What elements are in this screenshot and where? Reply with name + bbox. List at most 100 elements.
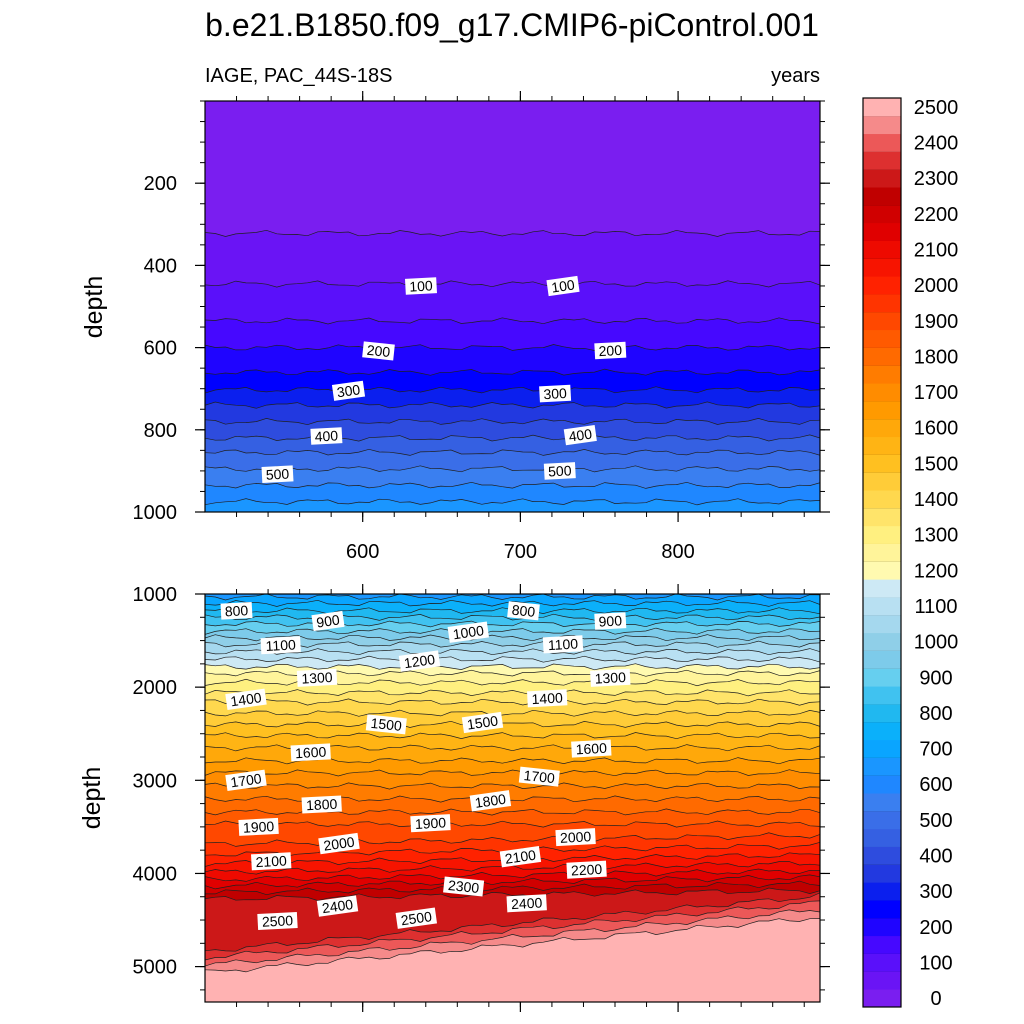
svg-text:800: 800 xyxy=(511,602,536,620)
contour-line xyxy=(205,280,820,288)
contour-line xyxy=(205,832,820,847)
plot-frame xyxy=(204,593,821,1003)
contour-line xyxy=(205,769,820,777)
colorbar-label: 1000 xyxy=(914,632,959,654)
contour-label: 2400 xyxy=(506,894,547,913)
contour-line xyxy=(205,401,820,409)
svg-text:900: 900 xyxy=(598,612,622,629)
colorbar-label: 0 xyxy=(930,988,941,1010)
colorbar-label: 2200 xyxy=(914,204,959,226)
contour-label: 100 xyxy=(405,277,437,295)
colorbar-label: 300 xyxy=(919,881,952,903)
svg-text:1500: 1500 xyxy=(466,712,499,732)
contour-line xyxy=(205,448,820,456)
colorbar-swatch xyxy=(863,151,901,170)
lower-axes: 1000 2000 3000 4000 5000 xyxy=(133,584,830,1012)
contour-line xyxy=(205,655,820,663)
contour-line xyxy=(205,820,820,828)
colorbar-swatch xyxy=(863,846,901,865)
colorbar-label: 2300 xyxy=(914,168,959,190)
contour-label: 1000 xyxy=(447,621,490,643)
contour-label: 1900 xyxy=(238,817,279,836)
contour-label: 400 xyxy=(563,425,597,446)
contour-label: 2500 xyxy=(257,911,298,931)
svg-text:300: 300 xyxy=(336,381,362,400)
contour-line xyxy=(205,648,820,656)
svg-text:2500: 2500 xyxy=(262,912,294,930)
svg-text:1300: 1300 xyxy=(594,669,626,687)
colorbar-swatch xyxy=(863,329,901,348)
colorbar-swatch xyxy=(863,258,901,277)
lower-panel: 800 900 800 900 1000 1100 1100 1200 1300 1300 1400… xyxy=(78,584,830,1012)
colorbar-label: 1700 xyxy=(914,382,959,404)
svg-text:2300: 2300 xyxy=(447,877,480,896)
svg-text:500: 500 xyxy=(548,462,572,479)
colorbar-swatch xyxy=(863,490,901,509)
left-subtitle: IAGE, PAC_44S-18S xyxy=(205,65,393,87)
colorbar-swatch xyxy=(863,810,901,830)
colorbar-swatch xyxy=(863,240,901,259)
svg-text:2100: 2100 xyxy=(504,847,537,867)
svg-text:1500: 1500 xyxy=(370,715,403,734)
contour-line xyxy=(205,620,820,628)
svg-text:1600: 1600 xyxy=(295,744,327,762)
contour-line xyxy=(205,880,820,896)
colorbar-swatch xyxy=(863,204,901,224)
contour-line xyxy=(205,868,820,882)
colorbar-label: 700 xyxy=(919,739,952,761)
y-tick-label: 3000 xyxy=(133,770,178,792)
chart-title: b.e21.B1850.f09_g17.CMIP6-piControl.001 xyxy=(205,7,819,43)
y-tick-label: 400 xyxy=(144,255,177,277)
contour-line xyxy=(205,732,820,740)
contour-line xyxy=(205,594,820,601)
colorbar-swatch xyxy=(863,614,901,634)
colorbar-label: 1400 xyxy=(914,489,959,511)
x-tick-label: 600 xyxy=(346,541,379,563)
y-tick-label: 4000 xyxy=(133,863,178,885)
svg-text:800: 800 xyxy=(224,602,248,619)
svg-text:300: 300 xyxy=(543,385,567,402)
lower-contour-labels: 800 900 800 900 1000 1100 1100 1200 1300 1300 1400… xyxy=(220,601,631,931)
colorbar-swatch xyxy=(863,169,901,188)
y-tick-label: 2000 xyxy=(133,677,178,699)
colorbar-swatch xyxy=(863,597,901,616)
svg-text:1600: 1600 xyxy=(575,740,607,758)
contour-line xyxy=(205,709,820,717)
colorbar-label: 900 xyxy=(919,667,952,689)
contour-label: 900 xyxy=(594,612,627,630)
contour-line xyxy=(205,627,820,635)
contour-line xyxy=(205,900,820,961)
colorbar-label: 1300 xyxy=(914,525,959,547)
svg-text:1300: 1300 xyxy=(301,669,333,687)
contour-line xyxy=(205,229,820,237)
colorbar-swatch xyxy=(863,579,901,598)
colorbar-swatch xyxy=(863,721,901,741)
contour-label: 1700 xyxy=(225,769,267,791)
contour-label: 2200 xyxy=(566,860,607,879)
y-tick-label: 1000 xyxy=(133,584,178,606)
contour-line xyxy=(205,782,820,790)
svg-text:1100: 1100 xyxy=(265,636,296,654)
colorbar-swatch xyxy=(863,917,901,937)
colorbar-frame xyxy=(862,97,902,1008)
contour-label: 2500 xyxy=(395,907,438,929)
colorbar-swatch xyxy=(863,935,901,954)
contour-label: 400 xyxy=(310,427,343,445)
contour-label: 300 xyxy=(539,384,572,403)
colorbar-swatch xyxy=(863,454,901,473)
contour-label: 1200 xyxy=(398,650,441,672)
svg-text:1700: 1700 xyxy=(229,770,262,790)
y-tick-label: 600 xyxy=(144,338,177,360)
contour-label: 2000 xyxy=(318,832,360,855)
colorbar-swatch xyxy=(863,739,901,758)
colorbar-swatch xyxy=(863,436,901,455)
colorbar-label: 600 xyxy=(919,774,952,796)
svg-text:1900: 1900 xyxy=(243,818,275,836)
colorbar-swatch xyxy=(863,828,901,847)
contour-label: 1300 xyxy=(590,668,631,687)
y-tick-label: 800 xyxy=(144,420,177,442)
contour-label: 1100 xyxy=(260,636,301,655)
svg-text:500: 500 xyxy=(265,466,289,483)
colorbar-label: 2500 xyxy=(914,97,959,119)
upper-axes: 200 400 600 800 1000 600 700 800 xyxy=(133,91,830,563)
